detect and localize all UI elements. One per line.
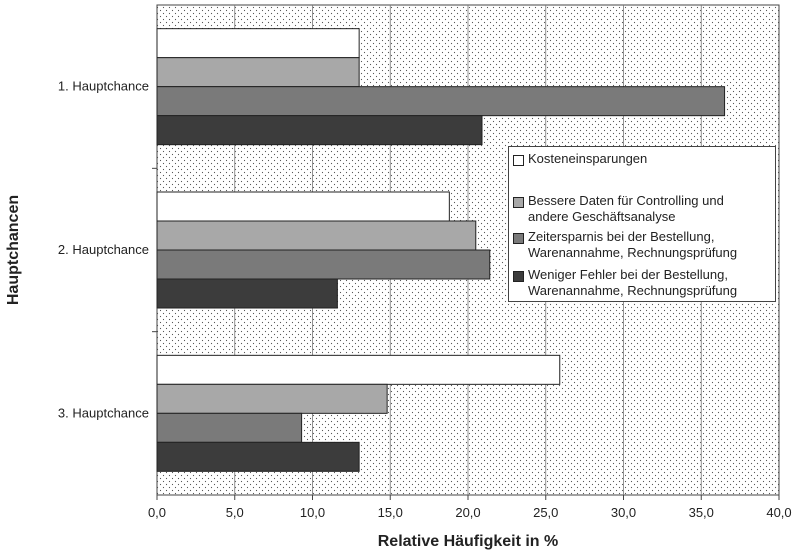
legend-item: Weniger Fehler bei der Bestellung, Waren… [513, 267, 775, 299]
legend-label: Zeitersparnis bei der Bestellung, Warena… [528, 229, 738, 260]
bar [156, 412, 303, 443]
x-tick-label: 30,0 [611, 505, 636, 520]
legend-swatch [513, 271, 524, 282]
legend-label: Weniger Fehler bei der Bestellung, Waren… [528, 267, 738, 298]
x-tick-label: 5,0 [226, 505, 244, 520]
x-tick-label: 40,0 [766, 505, 791, 520]
category-label: 1. Hauptchance [58, 79, 149, 94]
x-tick-label: 25,0 [533, 505, 558, 520]
x-tick-label: 15,0 [378, 505, 403, 520]
legend-item: Bessere Daten für Controlling und andere… [513, 193, 775, 225]
x-tick-label: 10,0 [300, 505, 325, 520]
legend-swatch [513, 197, 524, 208]
bar [156, 115, 483, 146]
bar [156, 441, 360, 472]
category-label: 2. Hauptchance [58, 242, 149, 257]
bar [156, 249, 491, 280]
category-label: 3. Hauptchance [58, 405, 149, 420]
x-tick-label: 35,0 [689, 505, 714, 520]
y-axis-title: Hauptchancen [5, 195, 22, 305]
x-axis-ticks: 0,0 5,0 10,0 15,0 20,0 25,0 30,0 35,0 40,0 [148, 495, 792, 520]
bar [156, 28, 360, 59]
legend-swatch [513, 155, 524, 166]
legend-item: Zeitersparnis bei der Bestellung, Warena… [513, 229, 775, 261]
bar [156, 383, 388, 414]
legend-label: Kosteneinsparungen [528, 151, 648, 166]
bar [156, 57, 360, 88]
legend-label: Bessere Daten für Controlling und andere… [528, 193, 724, 224]
bar [156, 191, 450, 222]
bars [156, 28, 726, 472]
bar [156, 86, 726, 117]
x-tick-label: 0,0 [148, 505, 166, 520]
legend: Kosteneinsparungen Bessere Daten für Cont… [508, 146, 776, 302]
bar [156, 278, 338, 309]
x-tick-label: 20,0 [455, 505, 480, 520]
category-labels: 1. Hauptchance 2. Hauptchance 3. Hauptchan… [58, 79, 157, 420]
bar [156, 220, 477, 251]
legend-swatch [513, 233, 524, 244]
legend-item: Kosteneinsparungen [513, 151, 775, 167]
x-axis-title: Relative Häufigkeit in % [378, 533, 559, 550]
bar [156, 354, 561, 385]
